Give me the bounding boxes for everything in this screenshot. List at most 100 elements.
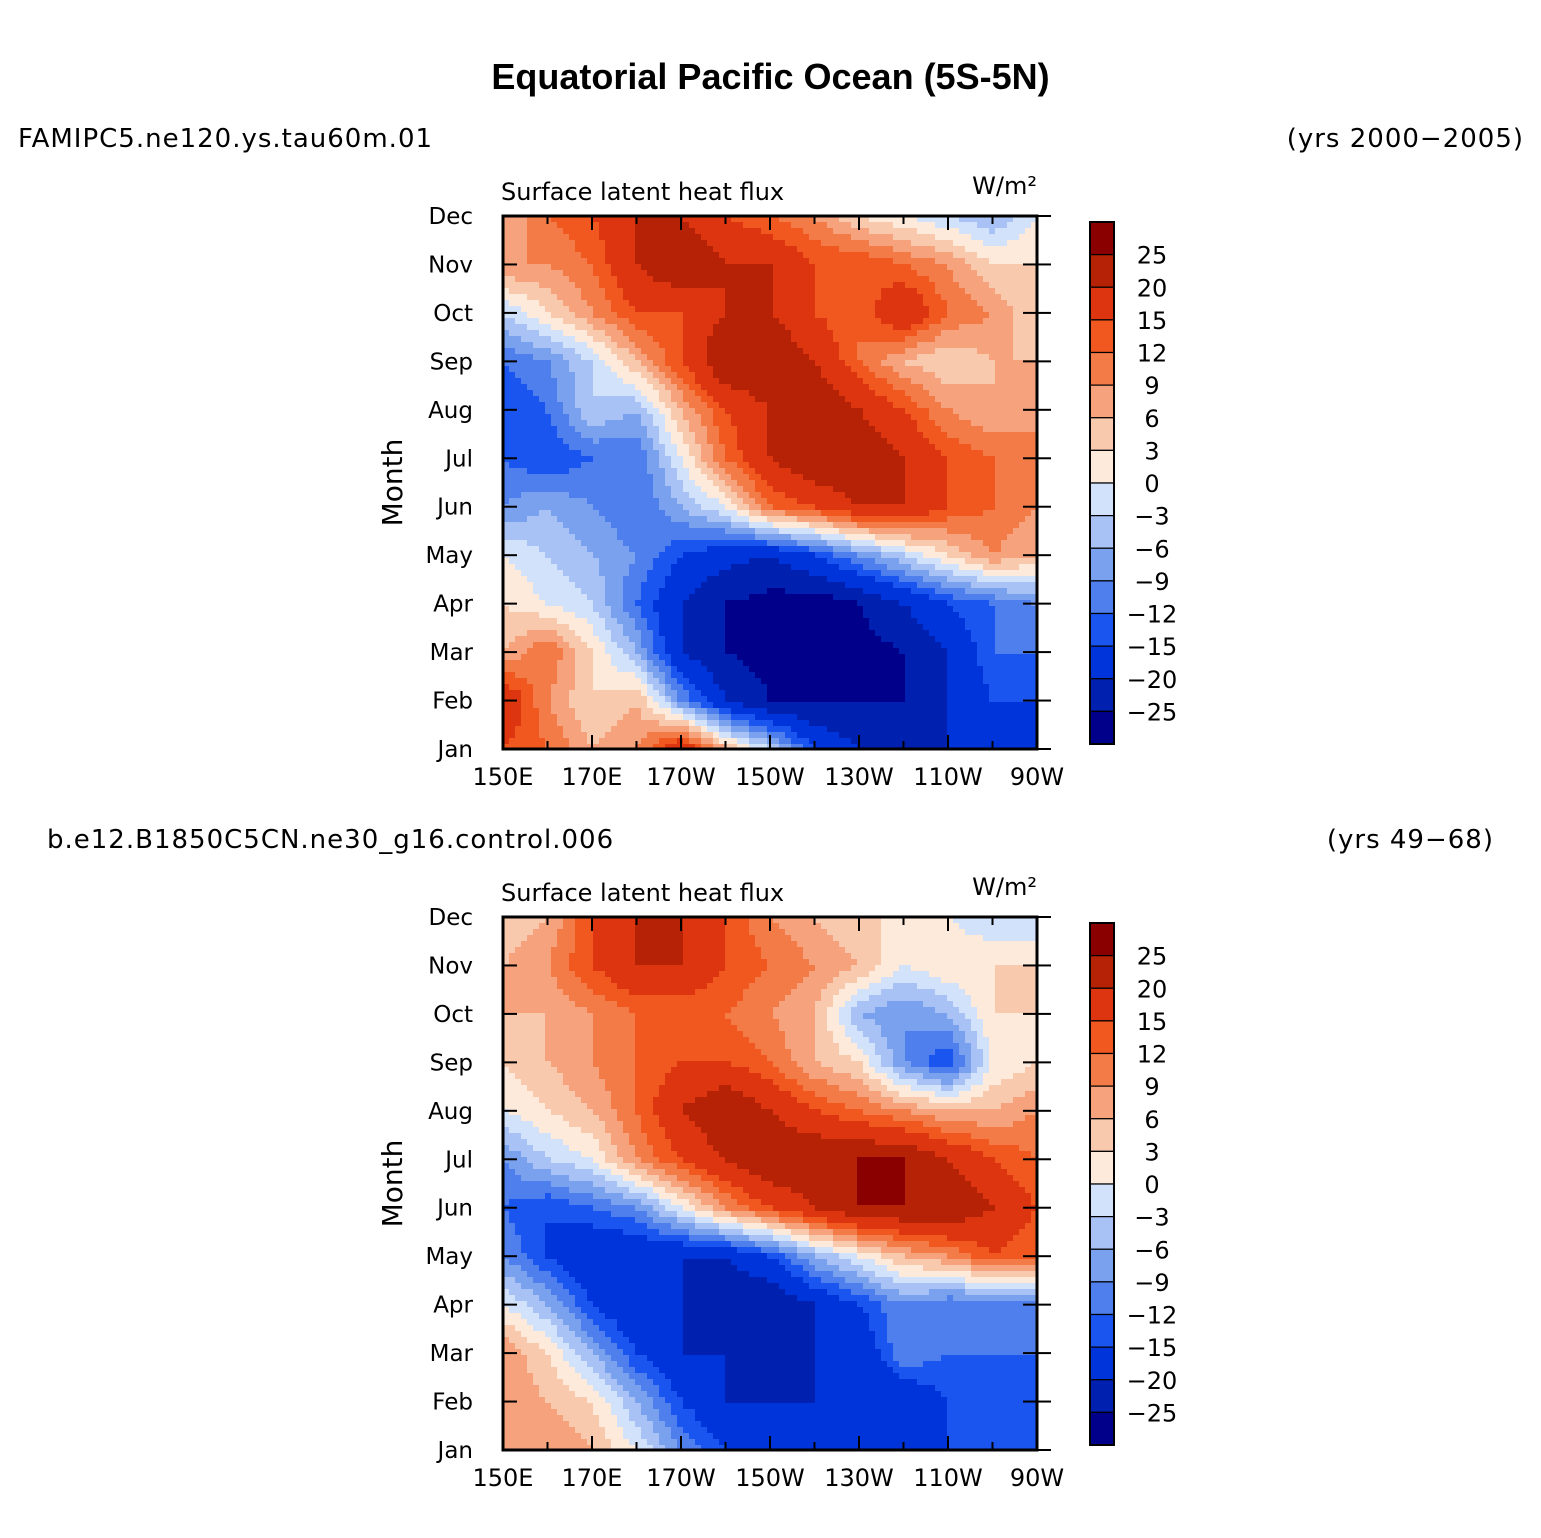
heatmap-cell	[665, 264, 672, 271]
heatmap-cell	[683, 480, 690, 487]
heatmap-cell	[893, 282, 900, 289]
heatmap-cell	[917, 504, 924, 511]
heatmap-cell	[995, 366, 1002, 373]
heatmap-cell	[629, 348, 636, 355]
heatmap-cell	[971, 504, 978, 511]
heatmap-cell	[1007, 498, 1014, 505]
heatmap-cell	[959, 384, 966, 391]
heatmap-cell	[569, 354, 576, 361]
heatmap-cell	[557, 462, 564, 469]
heatmap-cell	[1001, 492, 1008, 499]
heatmap-cell	[605, 234, 612, 241]
heatmap-cell	[899, 408, 906, 415]
heatmap-cell	[701, 282, 708, 289]
heatmap-cell	[1025, 402, 1032, 409]
heatmap-cell	[605, 264, 612, 271]
heatmap-cell	[1031, 402, 1038, 409]
heatmap-cell	[893, 378, 900, 385]
heatmap-cell	[773, 438, 780, 445]
heatmap-cell	[623, 324, 630, 331]
heatmap-cell	[929, 336, 936, 343]
heatmap-cell	[827, 324, 834, 331]
heatmap-cell	[713, 294, 720, 301]
heatmap-cell	[803, 240, 810, 247]
heatmap-cell	[539, 390, 546, 397]
heatmap-cell	[755, 354, 762, 361]
heatmap-cell	[881, 402, 888, 409]
heatmap-cell	[605, 270, 612, 277]
heatmap-cell	[773, 456, 780, 463]
heatmap-cell	[899, 312, 906, 319]
heatmap-cell	[893, 318, 900, 325]
heatmap-cell	[527, 402, 534, 409]
heatmap-cell	[545, 438, 552, 445]
heatmap-cell	[875, 474, 882, 481]
heatmap-cell	[515, 528, 522, 535]
heatmap-cell	[881, 480, 888, 487]
heatmap-cell	[887, 270, 894, 277]
heatmap-cell	[893, 408, 900, 415]
heatmap-cell	[971, 408, 978, 415]
heatmap-cell	[899, 438, 906, 445]
heatmap-cell	[947, 228, 954, 235]
heatmap-cell	[815, 516, 822, 523]
heatmap-cell	[857, 354, 864, 361]
heatmap-cell	[881, 378, 888, 385]
heatmap-cell	[791, 330, 798, 337]
heatmap-cell	[935, 336, 942, 343]
heatmap-cell	[503, 240, 510, 247]
heatmap-cell	[737, 408, 744, 415]
heatmap-cell	[893, 234, 900, 241]
heatmap-cell	[509, 414, 516, 421]
heatmap-cell	[629, 306, 636, 313]
heatmap-cell	[803, 414, 810, 421]
heatmap-cell	[857, 486, 864, 493]
heatmap-cell	[617, 426, 624, 433]
heatmap-cell	[863, 378, 870, 385]
heatmap-cell	[593, 534, 600, 541]
heatmap-cell	[845, 300, 852, 307]
heatmap-cell	[965, 516, 972, 523]
heatmap-cell	[641, 486, 648, 493]
heatmap-cell	[821, 480, 828, 487]
heatmap-cell	[653, 444, 660, 451]
heatmap-cell	[953, 444, 960, 451]
heatmap-cell	[833, 312, 840, 319]
heatmap-cell	[617, 450, 624, 457]
heatmap-cell	[887, 246, 894, 253]
heatmap-cell	[599, 450, 606, 457]
heatmap-cell	[983, 420, 990, 427]
heatmap-cell	[689, 300, 696, 307]
heatmap-cell	[623, 492, 630, 499]
heatmap-cell	[815, 228, 822, 235]
heatmap-cell	[629, 468, 636, 475]
heatmap-cell	[851, 432, 858, 439]
heatmap-cell	[587, 462, 594, 469]
heatmap-cell	[563, 492, 570, 499]
heatmap-cell	[785, 480, 792, 487]
heatmap-cell	[641, 330, 648, 337]
heatmap-cell	[959, 390, 966, 397]
heatmap-cell	[713, 324, 720, 331]
heatmap-cell	[641, 474, 648, 481]
heatmap-cell	[617, 216, 624, 223]
heatmap-cell	[779, 438, 786, 445]
heatmap-cell	[929, 384, 936, 391]
heatmap-cell	[677, 312, 684, 319]
heatmap-cell	[1031, 294, 1038, 301]
heatmap-cell	[875, 252, 882, 259]
heatmap-cell	[917, 540, 924, 547]
heatmap-cell	[593, 426, 600, 433]
heatmap-cell	[911, 402, 918, 409]
heatmap-cell	[737, 396, 744, 403]
heatmap-cell	[785, 456, 792, 463]
heatmap-cell	[851, 510, 858, 517]
heatmap-cell	[779, 276, 786, 283]
heatmap-cell	[725, 282, 732, 289]
heatmap-cell	[827, 528, 834, 535]
heatmap-cell	[725, 504, 732, 511]
heatmap-cell	[587, 312, 594, 319]
heatmap-cell	[869, 522, 876, 529]
heatmap-cell	[587, 420, 594, 427]
heatmap-cell	[935, 288, 942, 295]
